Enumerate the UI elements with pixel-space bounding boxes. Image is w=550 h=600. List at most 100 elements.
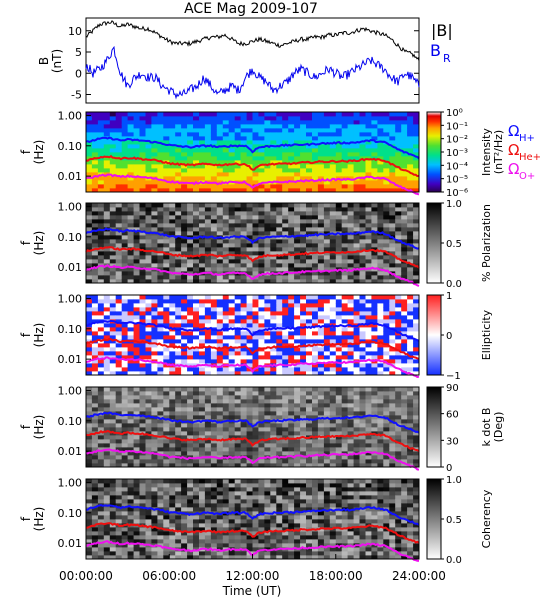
spectrogram-cell [193,215,200,220]
spectrogram-cell [234,371,241,376]
spectrogram-cell [258,112,265,117]
spectrogram-cell [335,395,343,400]
spectrogram-cell [282,323,289,328]
spectrogram-cell [115,407,122,412]
spectrogram-cell [97,271,105,276]
spectrogram-cell [193,371,200,376]
spectrogram-cell [157,347,164,352]
spectrogram-cell [294,335,301,340]
spectrogram-cell [199,128,206,133]
spectrogram-cell [341,243,348,248]
spectrogram-cell [228,247,235,252]
spectrogram-cell [133,120,140,125]
spectrogram-cell [151,319,158,324]
spectrogram-cell [228,116,235,121]
spectrogram-cell [169,515,176,520]
spectrogram-cell [91,259,99,264]
spectrogram-cell [317,156,325,161]
spectrogram-cell [252,124,259,129]
spectrogram-cell [312,415,319,420]
spectrogram-cell [97,555,105,560]
spectrogram-cell [228,152,235,157]
spectrogram-cell [216,459,224,464]
spectrogram-cell [335,132,343,137]
spectrogram-cell [264,359,271,364]
spectrogram-cell [383,203,390,208]
spectrogram-cell [133,203,140,208]
spectrogram-cell [276,255,283,260]
spectrogram-cell [163,391,170,396]
spectrogram-cell [91,543,99,548]
spectrogram-cell [359,403,366,408]
spectrogram-cell [145,447,152,452]
spectrogram-cell [121,215,128,220]
spectrogram-cell [109,479,117,484]
spectrogram-cell [145,371,152,376]
spectrogram-cell [181,447,188,452]
spectrogram-cell [252,207,259,212]
spectrogram-cell [91,184,99,189]
spectrogram-cell [86,555,93,560]
spectrogram-cell [323,164,331,169]
spectrogram-cell [270,275,277,280]
spectrogram-cell [181,507,188,512]
spectrogram-cell [199,463,206,468]
spectrogram-cell [359,423,366,428]
spectrogram-cell [264,172,271,177]
spectrogram-cell [115,503,122,508]
spectrogram-cell [169,176,176,181]
spectrogram-cell [145,303,152,308]
spectrogram-cell [377,184,384,189]
spectrogram-cell [234,307,241,312]
spectrogram-cell [127,271,134,276]
spectrogram-cell [258,124,265,129]
spectrogram-cell [258,215,265,220]
spectrogram-cell [395,371,402,376]
spectrogram-cell [199,447,206,452]
spectrogram-cell [151,459,158,464]
spectrogram-cell [199,243,206,248]
spectrogram-cell [204,447,212,452]
spectrogram-cell [127,551,134,556]
spectrogram-cell [264,239,271,244]
spectrogram-cell [240,263,247,268]
spectrogram-cell [199,140,206,145]
spectrogram-cell [187,447,194,452]
spectrogram-cell [204,116,212,121]
spectrogram-cell [175,395,182,400]
spectrogram-cell [276,311,283,316]
spectrogram-cell [252,319,259,324]
y-tick-label-bfield: 0 [75,67,82,80]
spectrogram-cell [204,160,212,165]
spectrogram-cell [133,235,140,240]
spectrogram-cell [103,124,111,129]
spectrogram-cell [103,184,111,189]
spectrogram-cell [181,543,188,548]
spectrogram-cell [145,295,152,300]
spectrogram-cell [335,315,343,320]
spectrogram-cell [204,247,212,252]
spectrogram-cell [193,152,200,157]
spectrogram-cell [97,132,105,137]
spectrogram-cell [377,391,384,396]
spectrogram-cell [86,531,93,536]
spectrogram-cell [151,555,158,560]
spectrogram-cell [234,395,241,400]
spectrogram-cell [151,148,158,153]
spectrogram-cell [383,188,390,193]
spectrogram-cell [187,543,194,548]
spectrogram-cell [139,363,146,368]
spectrogram-cell [294,295,301,300]
spectrogram-cell [115,231,122,236]
spectrogram-cell [97,423,105,428]
spectrogram-cell [258,415,265,420]
spectrogram-cell [199,415,206,420]
spectrogram-cell [329,215,337,220]
spectrogram-cell [169,491,176,496]
spectrogram-cell [383,164,390,169]
spectrogram-cell [187,551,194,556]
spectrogram-cell [103,120,111,125]
spectrogram-cell [109,515,117,520]
spectrogram-cell [115,299,122,304]
spectrogram-cell [228,451,235,456]
